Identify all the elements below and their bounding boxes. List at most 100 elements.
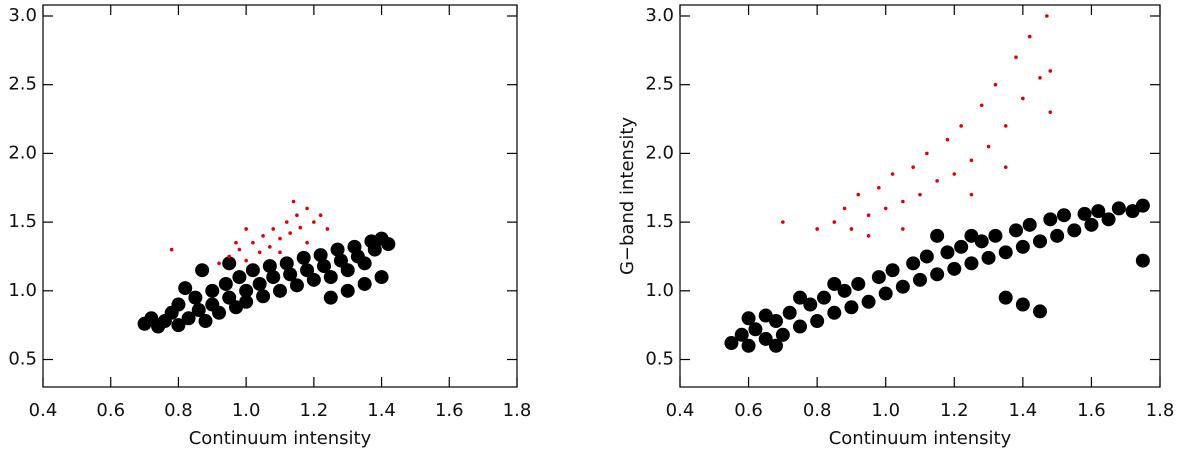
point [913,272,927,287]
point [878,286,893,301]
y-axis-label: G−band intensity [617,117,638,275]
x-tick-label: 1.8 [503,400,532,421]
point [305,240,309,245]
point [930,228,945,243]
point [810,314,825,329]
point [239,294,254,309]
point [340,283,355,298]
point [1077,206,1092,221]
point [232,270,247,285]
x-tick-label: 1.6 [1077,400,1106,421]
point [323,270,338,285]
point [1003,124,1008,128]
x-tick-label: 0.8 [803,400,832,421]
x-axis-label: Continuum intensity [189,428,372,449]
point [325,227,330,231]
point [357,256,372,271]
point [947,261,962,276]
point [1033,304,1047,319]
y-tick-label: 1.0 [645,280,674,301]
point [842,206,847,211]
point [262,259,277,274]
y-tick-label: 3.0 [8,5,37,26]
point [871,270,886,285]
point [1038,76,1042,80]
x-tick-label: 1.4 [367,400,396,421]
point [278,250,282,255]
point [919,249,934,264]
point [181,311,196,326]
point [305,206,309,211]
point [257,250,262,255]
point [851,276,866,291]
point [239,283,254,298]
point [974,234,989,249]
point [741,338,756,353]
point [775,327,790,342]
point [357,276,372,291]
point [945,137,950,142]
point [969,192,974,197]
point [986,144,991,149]
point [817,290,831,305]
point [296,250,311,265]
point [1015,297,1030,312]
point [1014,55,1018,60]
point [1048,110,1053,114]
point [278,236,282,241]
point [1067,223,1082,238]
point [969,158,974,163]
point [993,82,998,87]
point [268,245,272,249]
point [178,281,193,296]
point [959,124,963,128]
y-tick-label: 1.5 [645,211,674,232]
point [906,256,921,271]
point [758,308,773,323]
point [758,331,773,346]
point [837,283,852,298]
x-tick-label: 1.4 [1009,400,1038,421]
point [205,283,220,298]
point [866,234,871,238]
point [998,245,1013,260]
point [1101,212,1116,227]
point [244,227,248,231]
point [883,206,888,211]
point [877,185,881,190]
point [911,165,915,169]
point [1045,14,1049,18]
point [964,228,979,243]
point [330,242,345,257]
point [212,305,227,320]
point [1009,223,1023,238]
y-tick-label: 2.0 [8,142,37,163]
point [284,220,289,224]
point [856,192,861,197]
y-tick-label: 2.5 [8,74,37,95]
point [237,247,242,252]
point [940,245,955,260]
point [266,270,281,285]
point [741,311,756,326]
x-tick-label: 1.2 [940,400,969,421]
point [279,256,294,271]
point [323,290,338,305]
y-tick-label: 2.0 [645,142,674,163]
point [245,263,260,278]
point [724,336,739,351]
point [964,256,979,271]
point [925,151,929,156]
x-tick-label: 0.8 [164,400,193,421]
point [289,278,304,293]
point [1050,228,1065,243]
point [291,199,296,204]
x-tick-label: 1.0 [232,400,261,421]
point [844,300,859,315]
point [866,213,871,218]
point [340,263,355,278]
point [781,220,785,224]
y-tick-label: 3.0 [645,5,674,26]
point [981,250,996,265]
